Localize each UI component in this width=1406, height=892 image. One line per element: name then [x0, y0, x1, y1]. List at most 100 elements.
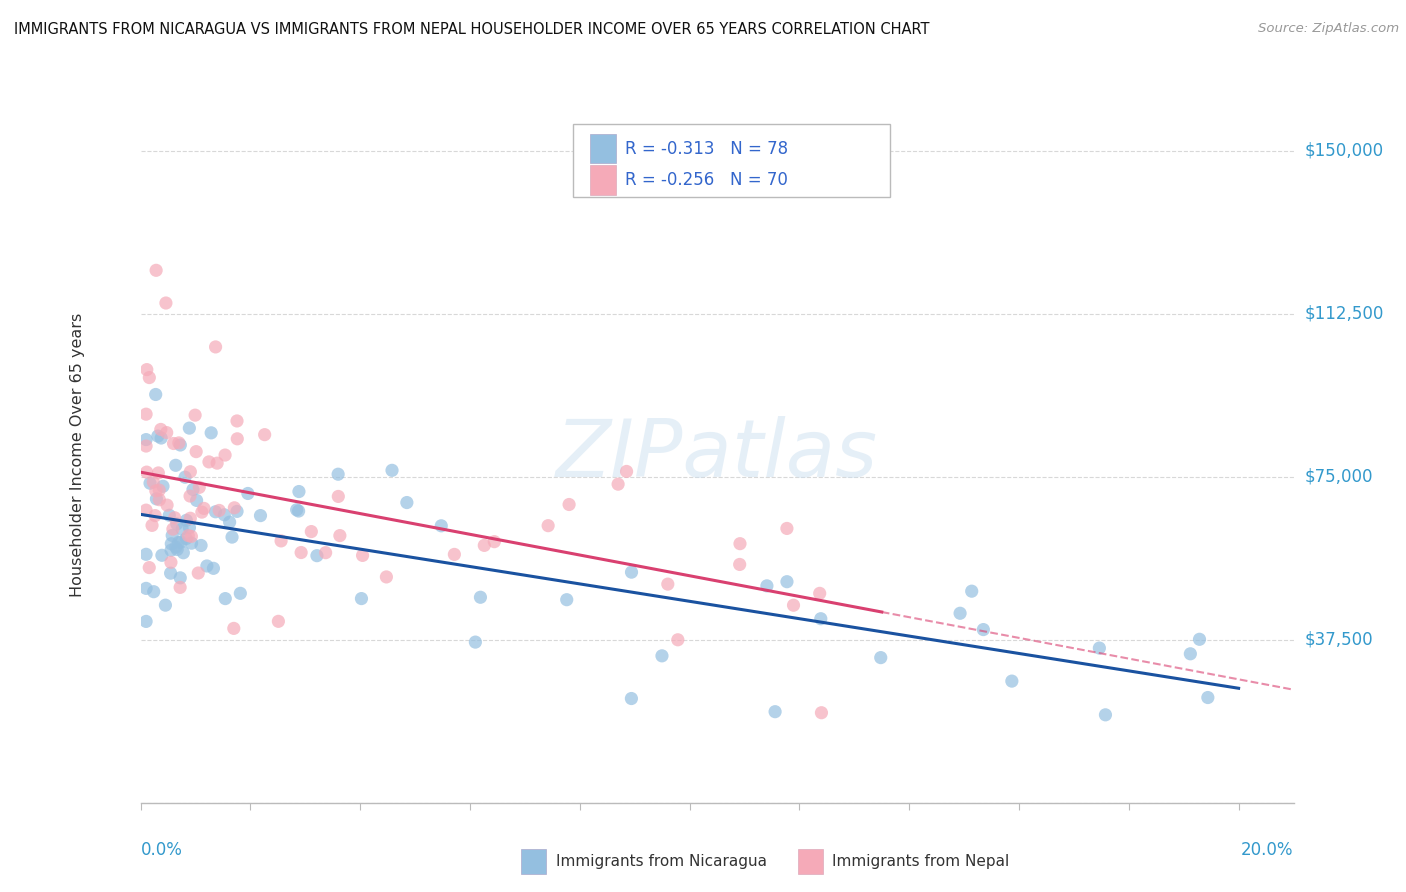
Point: [176, 513, 198, 527]
Point: [224, 500, 246, 515]
Point: [179, 465, 201, 479]
Point: [155, 598, 177, 612]
Point: [202, 561, 225, 575]
Point: [810, 706, 832, 720]
Point: [179, 511, 201, 525]
Point: [200, 425, 222, 440]
Point: [145, 263, 167, 277]
Point: [214, 591, 236, 606]
Point: [315, 546, 337, 560]
Point: [195, 558, 218, 573]
Point: [141, 518, 163, 533]
Point: [135, 503, 157, 517]
Bar: [591, 166, 616, 194]
Point: [763, 705, 786, 719]
Point: [395, 495, 418, 509]
Point: [155, 296, 177, 310]
Text: ZIPatlas: ZIPatlas: [555, 416, 879, 494]
Point: [179, 421, 201, 435]
Point: [1188, 632, 1211, 647]
Point: [287, 504, 309, 518]
Point: [166, 516, 188, 531]
Point: [329, 528, 352, 542]
Text: R = -0.313   N = 78: R = -0.313 N = 78: [624, 140, 787, 158]
Text: Immigrants from Nicaragua: Immigrants from Nicaragua: [555, 855, 766, 870]
Point: [728, 558, 751, 572]
Point: [657, 577, 679, 591]
Point: [229, 586, 252, 600]
Point: [135, 407, 157, 421]
Point: [755, 579, 778, 593]
Bar: [591, 134, 616, 163]
Point: [776, 521, 799, 535]
Point: [181, 483, 204, 497]
Point: [305, 549, 328, 563]
Point: [135, 582, 157, 596]
Point: [167, 436, 190, 450]
Text: $75,000: $75,000: [1305, 467, 1374, 485]
Point: [558, 498, 581, 512]
Point: [443, 548, 465, 562]
Point: [620, 565, 643, 579]
Text: 0.0%: 0.0%: [141, 841, 183, 859]
Point: [218, 515, 240, 529]
Point: [1088, 641, 1111, 656]
Point: [776, 574, 799, 589]
Point: [1001, 674, 1024, 689]
Point: [135, 465, 157, 479]
Point: [1180, 647, 1202, 661]
Point: [299, 524, 322, 539]
Point: [208, 503, 231, 517]
Point: [160, 543, 183, 558]
Text: IMMIGRANTS FROM NICARAGUA VS IMMIGRANTS FROM NEPAL HOUSEHOLDER INCOME OVER 65 YE: IMMIGRANTS FROM NICARAGUA VS IMMIGRANTS …: [14, 22, 929, 37]
Text: Immigrants from Nepal: Immigrants from Nepal: [832, 855, 1010, 870]
Point: [177, 528, 200, 542]
Point: [157, 508, 180, 523]
Point: [226, 504, 249, 518]
Point: [148, 492, 170, 507]
Point: [135, 439, 157, 453]
Point: [555, 592, 578, 607]
Point: [190, 539, 212, 553]
Point: [138, 560, 160, 574]
Point: [972, 623, 994, 637]
Point: [167, 535, 190, 549]
Point: [960, 584, 983, 599]
Point: [236, 486, 259, 500]
Point: [152, 479, 174, 493]
Point: [666, 632, 689, 647]
Point: [162, 436, 184, 450]
Point: [170, 535, 193, 549]
Point: [135, 615, 157, 629]
Text: Householder Income Over 65 years: Householder Income Over 65 years: [70, 313, 84, 597]
Point: [1094, 707, 1116, 722]
Point: [249, 508, 271, 523]
Point: [620, 691, 643, 706]
Point: [193, 501, 215, 516]
Point: [810, 612, 832, 626]
Point: [328, 490, 350, 504]
Point: [188, 480, 211, 494]
Point: [138, 370, 160, 384]
Point: [352, 549, 374, 563]
Point: [285, 503, 308, 517]
Text: Source: ZipAtlas.com: Source: ZipAtlas.com: [1258, 22, 1399, 36]
Point: [148, 483, 170, 497]
Point: [148, 466, 170, 480]
Bar: [522, 849, 547, 874]
Point: [160, 537, 183, 551]
Point: [174, 532, 197, 546]
Point: [350, 591, 373, 606]
Point: [204, 340, 226, 354]
Point: [172, 522, 194, 536]
Point: [145, 483, 167, 498]
Point: [150, 431, 173, 445]
Point: [270, 533, 292, 548]
Point: [165, 458, 187, 473]
Point: [226, 414, 249, 428]
Point: [253, 427, 276, 442]
Point: [135, 547, 157, 561]
Point: [290, 545, 312, 559]
Point: [160, 555, 183, 569]
Point: [145, 387, 167, 401]
